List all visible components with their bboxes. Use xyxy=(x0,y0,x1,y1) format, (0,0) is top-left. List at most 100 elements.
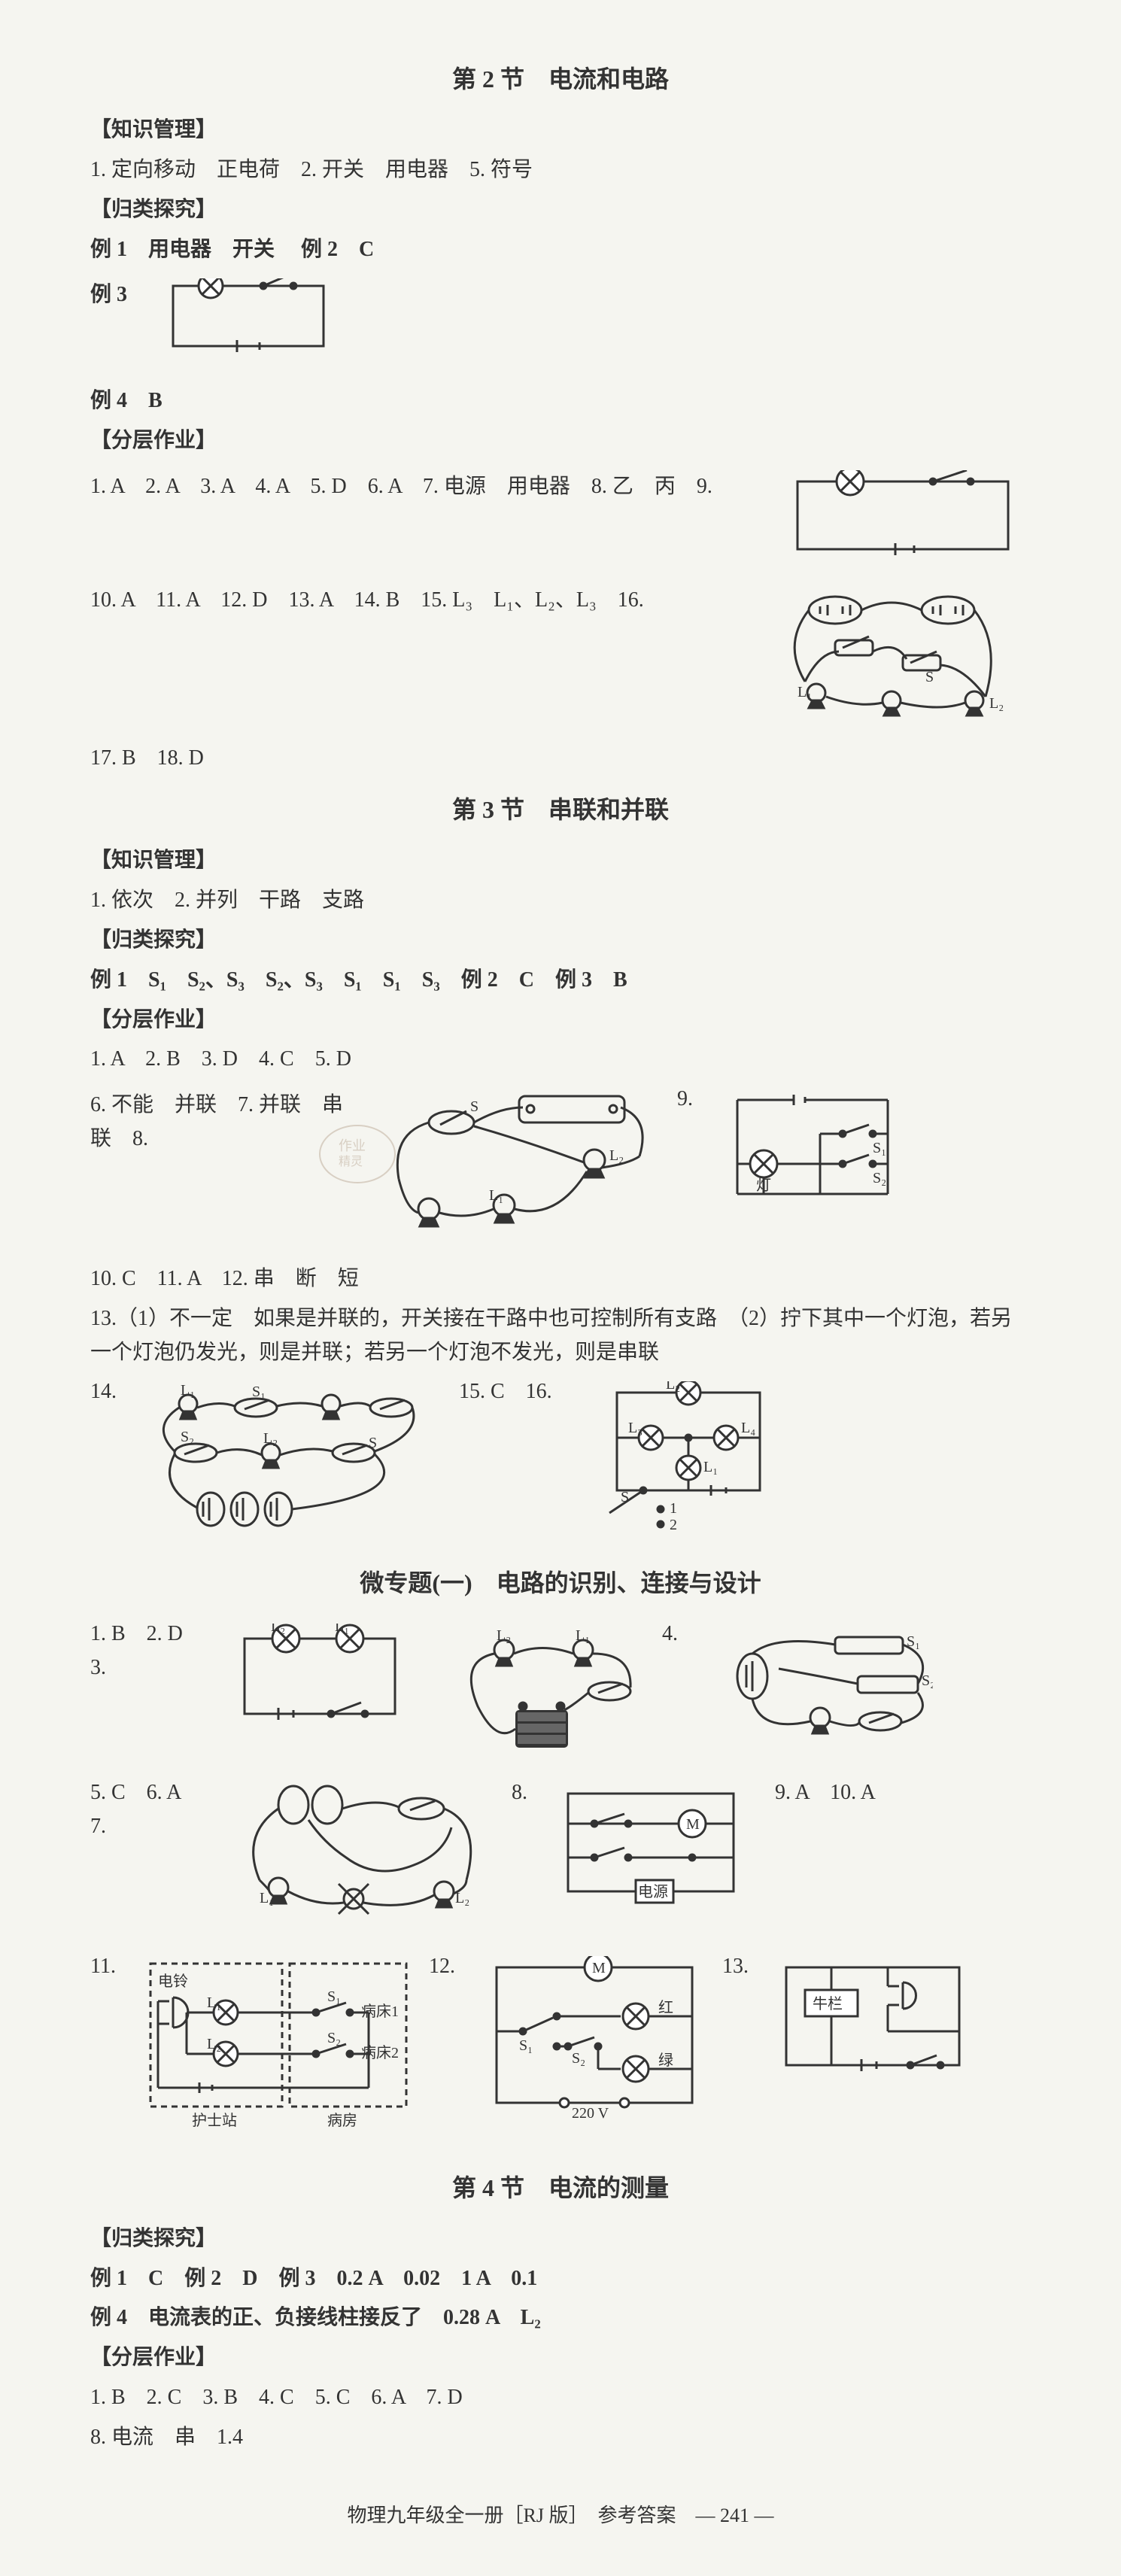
micro-l1: 1. B 2. D 3. xyxy=(90,1618,218,1685)
s3-fczy-4: 13.（1）不一定 如果是并联的，开关接在干路中也可控制所有支路 （2）拧下其中… xyxy=(90,1302,1031,1370)
svg-text:L₂: L₂ xyxy=(263,1430,278,1447)
s2-fczy-line3: 17. B 18. D xyxy=(90,742,1031,776)
page-footer: 物理九年级全一册［RJ 版］ 参考答案 — 241 — xyxy=(90,2500,1031,2532)
svg-text:L₁: L₁ xyxy=(260,1890,274,1906)
s2-ex3-circuit xyxy=(166,278,331,372)
svg-text:L₁: L₁ xyxy=(335,1624,349,1635)
section-3-title: 第 3 节 串联和并联 xyxy=(90,791,1031,829)
svg-text:L₂: L₂ xyxy=(989,695,1004,712)
svg-text:L₁: L₁ xyxy=(489,1187,503,1204)
s4-gltj-heading: 【归类探究】 xyxy=(90,2222,1031,2256)
micro-l2c: 9. A 10. A xyxy=(760,1776,880,1810)
micro-q13-circuit: 牛栏 xyxy=(775,1956,971,2095)
svg-text:电源: 电源 xyxy=(638,1883,668,1900)
svg-text:电铃: 电铃 xyxy=(158,1973,188,1990)
s3-q15-16-label: 15. C 16. xyxy=(444,1375,564,1409)
svg-text:L₂: L₂ xyxy=(497,1627,511,1644)
svg-text:S₂: S₂ xyxy=(327,2030,341,2046)
svg-text:牛栏: 牛栏 xyxy=(813,1995,843,2012)
section-2-title: 第 2 节 电流和电路 xyxy=(90,60,1031,99)
s2-fczy-line1: 1. A 2. A 3. A 4. A 5. D 6. A 7. 电源 用电器 … xyxy=(90,470,775,504)
s3-q9-label: 9. xyxy=(677,1083,707,1116)
svg-text:精灵: 精灵 xyxy=(339,1155,363,1168)
s3-ex-line: 例 1 S₁ S₂、S₃ S₂、S₃ S₁ S₁ S₃ 例 2 C 例 3 B xyxy=(90,964,1031,998)
s3-kmgl-content: 1. 依次 2. 并列 干路 支路 xyxy=(90,884,1031,918)
svg-text:S: S xyxy=(925,669,934,685)
svg-text:L₁: L₁ xyxy=(181,1382,195,1399)
svg-text:2: 2 xyxy=(670,1517,677,1532)
svg-text:M: M xyxy=(686,1816,700,1833)
s4-ex1: 例 1 C 例 2 D 例 3 0.2 A 0.02 1 A 0.1 xyxy=(90,2267,537,2290)
s3-gltj-heading: 【归类探究】 xyxy=(90,924,1031,958)
s3-q14-label: 14. xyxy=(90,1375,128,1409)
s3-fczy-heading: 【分层作业】 xyxy=(90,1004,1031,1037)
svg-text:作业: 作业 xyxy=(339,1138,366,1153)
s3-ex1: 例 1 S₁ S₂、S₃ S₂、S₃ S₁ S₁ S₃ 例 2 C 例 3 B xyxy=(90,968,627,992)
s2-ex3-label: 例 3 xyxy=(90,278,150,312)
svg-text:S₁: S₁ xyxy=(252,1384,266,1400)
micro-l1b: 4. xyxy=(662,1618,692,1651)
svg-text:L₁: L₁ xyxy=(576,1627,590,1644)
svg-text:L₄: L₄ xyxy=(741,1420,755,1436)
svg-text:L₁: L₁ xyxy=(207,1994,221,2011)
s4-fczy-heading: 【分层作业】 xyxy=(90,2341,1031,2375)
micro-l2: 5. C 6. A 7. xyxy=(90,1776,211,1844)
micro-l3c: 13. xyxy=(722,1950,760,1984)
s2-ex1-label: 例 1 用电器 开关 xyxy=(90,238,296,261)
svg-text:L₂: L₂ xyxy=(666,1381,680,1393)
s3-q16-circuit: L₂ L₃ L₄ L₁ S 1 2 xyxy=(579,1381,775,1543)
s3-fczy-3: 10. C 11. A 12. 串 断 短 xyxy=(90,1262,1031,1296)
svg-text:L₂: L₂ xyxy=(207,2036,221,2052)
svg-text:220 V: 220 V xyxy=(572,2105,609,2122)
svg-text:S: S xyxy=(621,1489,629,1505)
svg-text:S₂: S₂ xyxy=(873,1170,886,1186)
s3-kmgl-heading: 【知识管理】 xyxy=(90,844,1031,878)
svg-text:S₁: S₁ xyxy=(873,1140,886,1156)
s4-fczy-2: 8. 电流 串 1.4 xyxy=(90,2421,1031,2455)
svg-text:L₂: L₂ xyxy=(271,1624,285,1635)
svg-text:绿: 绿 xyxy=(658,2052,673,2069)
svg-text:灯: 灯 xyxy=(756,1177,771,1194)
section-4-title: 第 4 节 电流的测量 xyxy=(90,2169,1031,2207)
svg-text:护士站: 护士站 xyxy=(192,2112,237,2129)
micro-l2b: 8. xyxy=(512,1776,542,1810)
svg-text:病房: 病房 xyxy=(327,2112,357,2129)
svg-text:L₁: L₁ xyxy=(703,1459,718,1475)
s4-ex4: 例 4 电流表的正、负接线柱接反了 0.28 A L₂ xyxy=(90,2301,1031,2335)
s2-q9-circuit xyxy=(790,470,1016,572)
s3-fczy-1: 1. A 2. B 3. D 4. C 5. D xyxy=(90,1043,1031,1077)
svg-text:S₁: S₁ xyxy=(519,2037,533,2054)
svg-text:S₂: S₂ xyxy=(181,1429,194,1445)
svg-text:L₁: L₁ xyxy=(797,684,812,700)
s2-kmgl-heading: 【知识管理】 xyxy=(90,114,1031,147)
s4-ex4-span: 例 4 电流表的正、负接线柱接反了 0.28 A L₂ xyxy=(90,2306,541,2329)
s3-q14-circuit: L₁ S₁ S₂ L₂ S xyxy=(143,1381,429,1543)
micro-q3-circuit: L₂ L₁ xyxy=(233,1624,406,1740)
micro-l3: 11. xyxy=(90,1950,128,1984)
s4-ex1-3: 例 1 C 例 2 D 例 3 0.2 A 0.02 1 A 0.1 xyxy=(90,2262,1031,2296)
micro-title: 微专题(一) 电路的识别、连接与设计 xyxy=(90,1564,1031,1602)
svg-text:M: M xyxy=(592,1960,606,1976)
svg-text:S₁: S₁ xyxy=(327,1988,341,2005)
svg-text:1: 1 xyxy=(670,1500,677,1517)
s2-ex1-2: 例 1 用电器 开关 例 2 C xyxy=(90,233,1031,267)
svg-text:红: 红 xyxy=(658,1999,673,2016)
micro-q12-circuit: M S₁ 红 S₂ 绿 220 V xyxy=(482,1956,707,2133)
micro-q8-circuit: M 电源 xyxy=(557,1782,745,1921)
svg-text:S₂: S₂ xyxy=(572,2050,585,2067)
svg-text:L₃: L₃ xyxy=(628,1420,643,1436)
svg-text:L₂: L₂ xyxy=(609,1147,624,1164)
micro-l3b: 12. xyxy=(429,1950,466,1984)
s2-kmgl-content: 1. 定向移动 正电荷 2. 开关 用电器 5. 符号 xyxy=(90,153,1031,187)
s2-gltj-heading: 【归类探究】 xyxy=(90,193,1031,227)
s2-q16-circuit: S L₁ L₂ xyxy=(775,584,1016,731)
micro-q3b-circuit: L₂ L₁ xyxy=(436,1624,647,1770)
micro-q7-circuit: L₁ L₂ xyxy=(226,1782,497,1944)
s2-fczy-line2: 10. A 11. A 12. D 13. A 14. B 15. L₃ L₁、… xyxy=(90,584,760,618)
s3-q8-circuit: S L₂ L₁ xyxy=(376,1089,662,1250)
watermark-stamp: 作业 精灵 xyxy=(316,1120,399,1188)
micro-q4-circuit: S₁ S₂ xyxy=(707,1624,933,1755)
s4-fczy-1: 1. B 2. C 3. B 4. C 5. C 6. A 7. D xyxy=(90,2381,1031,2415)
svg-text:S: S xyxy=(470,1098,478,1115)
s3-q9-circuit: 灯 S₁ S₂ xyxy=(722,1089,903,1228)
